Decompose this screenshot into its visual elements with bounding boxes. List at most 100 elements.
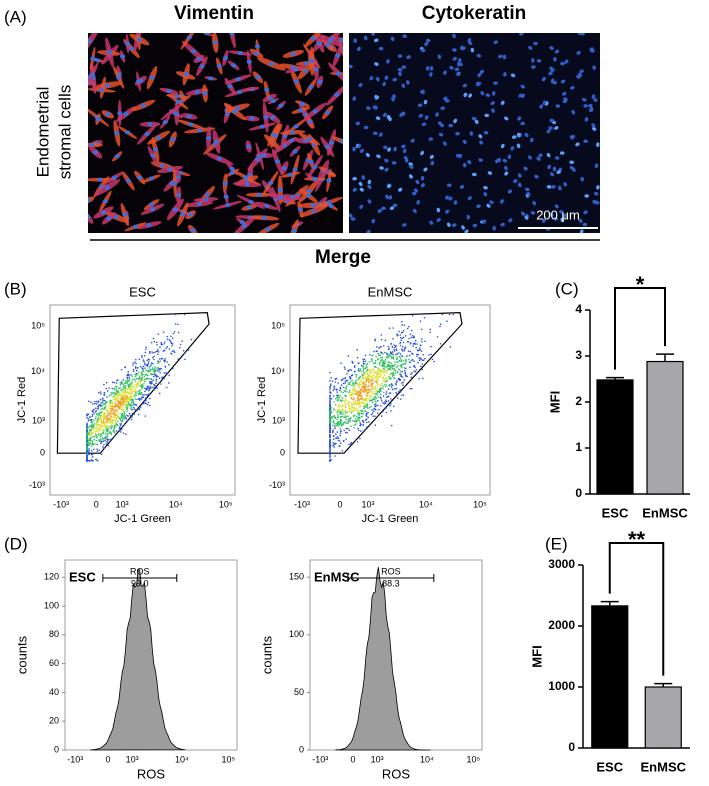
event [106, 431, 108, 433]
nucleus [125, 131, 130, 135]
event [93, 448, 95, 450]
event [97, 427, 99, 429]
event [344, 368, 346, 370]
event [371, 414, 373, 416]
event [340, 391, 342, 393]
y-tick-label: 2000 [548, 618, 575, 632]
event [393, 368, 395, 370]
event [437, 336, 439, 338]
nucleus [187, 35, 192, 39]
event [378, 376, 380, 378]
row-label-line: stromal cells [55, 85, 74, 179]
nucleus [292, 168, 297, 172]
event [389, 405, 391, 407]
event [410, 334, 412, 336]
event [340, 419, 342, 421]
event [345, 398, 347, 400]
event [102, 400, 104, 402]
event [144, 391, 146, 393]
event [329, 459, 331, 461]
event [366, 389, 368, 391]
event [339, 395, 341, 397]
event [93, 425, 95, 427]
event [140, 366, 142, 368]
event [398, 356, 400, 358]
nucleus [122, 212, 127, 216]
nucleus [214, 140, 219, 144]
significance-bracket [615, 288, 665, 370]
event [92, 456, 94, 458]
event [126, 415, 128, 417]
event [346, 391, 348, 393]
event [359, 422, 361, 424]
event [371, 409, 373, 411]
event [409, 355, 411, 357]
event [367, 417, 369, 419]
event [400, 365, 402, 367]
nucleus [260, 125, 265, 129]
event [337, 431, 339, 433]
event [346, 416, 348, 418]
event [333, 408, 335, 410]
event [395, 345, 397, 347]
event [129, 394, 131, 396]
event [149, 405, 151, 407]
event [330, 392, 332, 394]
event [104, 392, 106, 394]
event [130, 386, 132, 388]
event [363, 360, 365, 362]
event [377, 400, 379, 402]
event [132, 375, 134, 377]
event [390, 398, 392, 400]
event [330, 377, 332, 379]
x-tick-label: 10⁴ [420, 754, 434, 764]
event [390, 378, 392, 380]
event [374, 381, 376, 383]
event [377, 385, 379, 387]
event [408, 338, 410, 340]
event [112, 426, 114, 428]
event [401, 371, 403, 373]
event [362, 421, 364, 423]
y-tick-label: 20 [49, 716, 59, 726]
event [383, 345, 385, 347]
event [343, 413, 345, 415]
event [93, 413, 95, 415]
event [350, 417, 352, 419]
event [164, 341, 166, 343]
event [354, 424, 356, 426]
event [191, 339, 193, 341]
nucleus [304, 61, 309, 65]
event [100, 433, 102, 435]
event [101, 427, 103, 429]
event [100, 391, 102, 393]
nucleus [149, 203, 154, 207]
event [357, 363, 359, 365]
event [86, 426, 88, 428]
event [141, 386, 143, 388]
event [111, 434, 113, 436]
event [357, 379, 359, 381]
nucleus [136, 79, 141, 83]
x-tick-label: 10⁵ [219, 499, 233, 509]
event [165, 372, 167, 374]
event [399, 334, 401, 336]
event [145, 398, 147, 400]
event [132, 379, 134, 381]
event [121, 407, 123, 409]
event [140, 406, 142, 408]
event [354, 410, 356, 412]
event [115, 425, 117, 427]
event [387, 361, 389, 363]
event [392, 327, 394, 329]
event [115, 409, 117, 411]
event [382, 380, 384, 382]
event [392, 368, 394, 370]
event [106, 396, 108, 398]
event [116, 387, 118, 389]
event [170, 342, 172, 344]
event [92, 440, 94, 442]
event [338, 406, 340, 408]
nucleus [255, 44, 260, 48]
event [337, 417, 339, 419]
